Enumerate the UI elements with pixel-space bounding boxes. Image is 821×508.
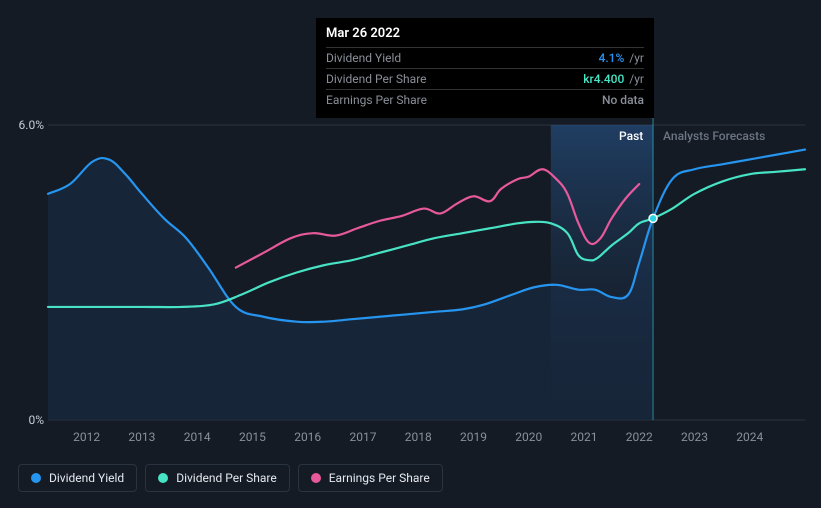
- x-axis-tick-label: 2022: [626, 430, 653, 444]
- x-axis-tick-label: 2024: [736, 430, 763, 444]
- x-axis-tick-label: 2020: [515, 430, 542, 444]
- past-zone-label: Past: [619, 129, 643, 143]
- tooltip-row-value: 4.1%: [599, 51, 625, 65]
- x-axis-tick-label: 2021: [570, 430, 597, 444]
- legend-item-earnings-per-share[interactable]: Earnings Per Share: [298, 464, 443, 492]
- y-axis-tick-label: 0%: [4, 413, 44, 427]
- legend-item-label: Earnings Per Share: [329, 471, 430, 485]
- y-axis-tick-label: 6.0%: [4, 118, 44, 132]
- dividend-chart: Mar 26 2022 Dividend Yield4.1% /yrDivide…: [0, 0, 821, 508]
- x-axis-tick-label: 2015: [239, 430, 266, 444]
- tooltip-row: Dividend Per Share kr4.400 /yr: [326, 68, 644, 89]
- tooltip-row-unit: /yr: [626, 72, 644, 86]
- tooltip-row-value: kr4.400: [583, 72, 624, 86]
- tooltip-row-value: No data: [602, 93, 644, 107]
- cursor-marker: [649, 214, 657, 222]
- x-axis-tick-label: 2014: [184, 430, 211, 444]
- legend-dot-icon: [158, 473, 168, 483]
- tooltip-row-label: Dividend Per Share: [326, 72, 427, 86]
- x-axis-tick-label: 2019: [460, 430, 487, 444]
- tooltip-row: Dividend Yield 4.1% /yr: [326, 47, 644, 68]
- legend-item-label: Dividend Yield: [49, 471, 124, 485]
- tooltip-row-label: Dividend Yield: [326, 51, 401, 65]
- tooltip-row-label: Earnings Per Share: [326, 93, 427, 107]
- chart-legend: Dividend Yield Dividend Per Share Earnings…: [18, 464, 443, 492]
- legend-item-dividend-yield[interactable]: Dividend Yield: [18, 464, 137, 492]
- x-axis-tick-label: 2013: [128, 430, 155, 444]
- legend-item-dividend-per-share[interactable]: Dividend Per Share: [145, 464, 290, 492]
- tooltip-row-unit: /yr: [626, 51, 644, 65]
- x-axis-tick-label: 2023: [681, 430, 708, 444]
- x-axis-tick-label: 2012: [73, 430, 100, 444]
- legend-dot-icon: [311, 473, 321, 483]
- tooltip-date: Mar 26 2022: [326, 26, 644, 41]
- tooltip-rows: Dividend Yield4.1% /yrDividend Per Share…: [326, 47, 644, 110]
- x-axis-tick-label: 2017: [349, 430, 376, 444]
- legend-dot-icon: [31, 473, 41, 483]
- tooltip-row: Earnings Per Share No data: [326, 89, 644, 110]
- x-axis-tick-label: 2018: [405, 430, 432, 444]
- chart-tooltip: Mar 26 2022 Dividend Yield4.1% /yrDivide…: [316, 18, 654, 118]
- legend-item-label: Dividend Per Share: [176, 471, 277, 485]
- x-axis-tick-label: 2016: [294, 430, 321, 444]
- forecast-zone-label: Analysts Forecasts: [663, 129, 765, 143]
